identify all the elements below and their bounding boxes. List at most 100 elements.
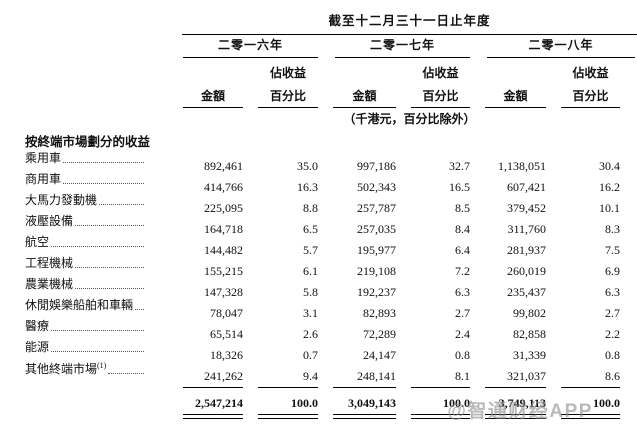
table-row: 農業機械 147,328 5.8 192,237 6.3 235,437 6.3 — [0, 278, 637, 299]
dot-leader — [135, 308, 144, 310]
amount-cell: 82,858 — [513, 327, 546, 342]
pct-cell: 32.7 — [449, 159, 470, 174]
watermark: @智通财经APP — [447, 401, 593, 422]
double-rule — [411, 414, 470, 419]
amount-cell: 147,328 — [204, 285, 243, 300]
amount-cell: 248,141 — [357, 369, 396, 384]
pct-header-line2: 百分比 — [411, 90, 470, 108]
table-row: 乘用車 892,461 35.0 997,186 32.7 1,138,051 … — [0, 152, 637, 173]
pct-cell: 0.8 — [455, 348, 470, 363]
amount-cell: 241,262 — [204, 369, 243, 384]
unit-note: （千港元，百分比除外） — [343, 112, 476, 127]
pct-cell: 8.4 — [455, 222, 470, 237]
dot-leader — [99, 203, 144, 205]
dot-leader — [75, 224, 144, 226]
amount-cell: 192,237 — [357, 285, 396, 300]
rule — [333, 383, 396, 388]
amount-cell: 311,760 — [507, 222, 546, 237]
amount-cell: 892,461 — [204, 159, 243, 174]
row-label: 醫療 — [25, 319, 50, 333]
pct-cell: 6.4 — [455, 243, 470, 258]
row-label-cell: 液壓設備 — [0, 215, 182, 229]
amount-cell: 379,452 — [507, 201, 546, 216]
subheader-row-2: 金額 百分比 金額 百分比 金額 百分比 — [0, 80, 637, 108]
amount-cell: 997,186 — [357, 159, 396, 174]
year-header-2017: 二零一七年 — [335, 39, 470, 58]
amount-cell: 144,482 — [204, 243, 243, 258]
pct-header-line1: 佔收益 — [572, 66, 609, 81]
amount-cell: 24,147 — [363, 348, 396, 363]
pct-cell: 2.7 — [455, 306, 470, 321]
pct-cell: 6.9 — [605, 264, 620, 279]
pct-cell: 10.1 — [599, 201, 620, 216]
total-amount-cell: 3,749,113 — [498, 396, 546, 411]
amount-cell: 78,047 — [210, 306, 243, 321]
table-row: 其他終端市場(1) 241,262 9.4 248,141 8.1 321,03… — [0, 361, 637, 384]
table-row: 醫療 65,514 2.6 72,289 2.4 82,858 2.2 — [0, 320, 637, 341]
total-pct-cell: 100.0 — [291, 396, 318, 411]
pct-cell: 8.1 — [455, 369, 470, 384]
amount-cell: 414,766 — [204, 180, 243, 195]
row-label: 航空 — [25, 235, 50, 249]
row-label-cell: 醫療 — [0, 320, 182, 334]
row-label: 工程機械 — [25, 256, 74, 270]
pct-cell: 6.1 — [303, 264, 318, 279]
row-label-cell: 乘用車 — [0, 152, 182, 166]
amount-header: 金額 — [333, 90, 396, 108]
amount-cell: 257,787 — [357, 201, 396, 216]
pct-header-line2: 百分比 — [561, 90, 620, 108]
pct-cell: 8.3 — [605, 222, 620, 237]
pct-cell: 2.7 — [605, 306, 620, 321]
dot-leader — [63, 161, 144, 163]
pct-cell: 2.4 — [455, 327, 470, 342]
amount-cell: 155,215 — [204, 264, 243, 279]
pct-header-line1: 佔收益 — [422, 66, 459, 81]
row-label-cell: 航空 — [0, 236, 182, 250]
row-label: 農業機械 — [25, 277, 74, 291]
rule — [485, 383, 546, 388]
table-row: 休閒娛樂船舶和車輛 78,047 3.1 82,893 2.7 99,802 2… — [0, 299, 637, 320]
amount-cell: 607,421 — [507, 180, 546, 195]
dot-leader — [75, 287, 144, 289]
double-rule-row — [0, 410, 637, 419]
pct-cell: 9.4 — [303, 369, 318, 384]
pct-cell: 16.5 — [449, 180, 470, 195]
row-label: 商用車 — [25, 172, 62, 186]
amount-cell: 65,514 — [210, 327, 243, 342]
pct-cell: 5.7 — [303, 243, 318, 258]
pct-cell: 7.5 — [605, 243, 620, 258]
amount-cell: 72,289 — [363, 327, 396, 342]
amount-cell: 164,718 — [204, 222, 243, 237]
dot-leader — [51, 350, 144, 352]
section-title-row: 按終端市場劃分的收益 — [0, 128, 637, 152]
dot-leader — [108, 372, 144, 374]
year-header-2018: 二零一八年 — [487, 39, 636, 58]
subtotal-rule-row — [0, 383, 637, 388]
double-rule — [333, 414, 396, 419]
revenue-by-end-market-table: 截至十二月三十一日止年度 二零一六年 二零一七年 二零一八年 佔收益 佔收益 佔… — [0, 0, 637, 419]
amount-cell: 18,326 — [210, 348, 243, 363]
double-rule — [183, 414, 243, 419]
section-title: 按終端市場劃分的收益 — [25, 134, 151, 149]
row-label-cell: 大馬力發動機 — [0, 194, 182, 208]
amount-cell: 1,138,051 — [498, 159, 546, 174]
rule — [411, 383, 470, 388]
amount-cell: 257,035 — [357, 222, 396, 237]
double-rule — [485, 414, 546, 419]
pct-cell: 6.3 — [605, 285, 620, 300]
total-amount-cell: 2,547,214 — [195, 396, 243, 411]
pct-cell: 3.1 — [303, 306, 318, 321]
period-header-row: 截至十二月三十一日止年度 — [0, 0, 637, 35]
dot-leader — [51, 245, 144, 247]
amount-cell: 225,095 — [204, 201, 243, 216]
table-row: 商用車 414,766 16.3 502,343 16.5 607,421 16… — [0, 173, 637, 194]
dot-leader — [51, 329, 144, 331]
row-label-cell: 其他終端市場(1) — [0, 361, 182, 377]
pct-header-line2: 百分比 — [258, 90, 318, 108]
amount-cell: 99,802 — [513, 306, 546, 321]
pct-cell: 2.6 — [303, 327, 318, 342]
amount-cell: 31,339 — [513, 348, 546, 363]
pct-cell: 5.8 — [303, 285, 318, 300]
pct-cell: 2.2 — [605, 327, 620, 342]
amount-header: 金額 — [183, 90, 243, 108]
